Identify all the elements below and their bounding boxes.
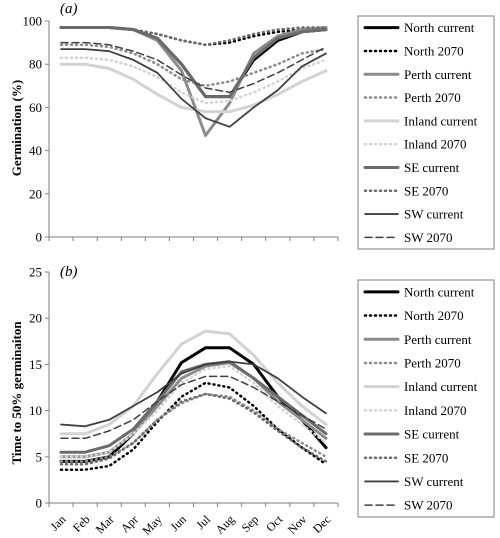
- legend-box: [357, 15, 495, 250]
- panel-a-axes: 0 20 40 60 80 100: [23, 14, 339, 245]
- legend-label: SE 2070: [404, 183, 448, 198]
- series-line-sw-2070: [60, 375, 327, 440]
- series-line-sw-current: [60, 360, 327, 428]
- legend-label: North current: [404, 284, 475, 299]
- legend-item: SW current: [364, 207, 464, 222]
- legend-label: Perth current: [404, 67, 472, 82]
- legend-item: Inland current: [363, 379, 478, 394]
- y-tick-label: 0: [36, 496, 43, 511]
- panel-a-legend: North current North 2070 Perth current Pert…: [357, 15, 495, 250]
- legend-item: Inland current: [363, 113, 478, 128]
- legend-label: Inland 2070: [404, 137, 466, 152]
- legend-item: SE 2070: [363, 450, 448, 465]
- legend-label: SE 2070: [404, 450, 448, 465]
- legend-box: [357, 279, 495, 518]
- legend-item: North 2070: [363, 43, 464, 58]
- series-line-se-2070: [59, 26, 328, 47]
- panel-a-label: (a): [60, 1, 78, 17]
- y-tick-label: 40: [29, 143, 42, 158]
- y-tick-label: 0: [36, 230, 43, 245]
- series-line-perth-current: [59, 361, 328, 459]
- panel-a-ylabel: Germination (%): [9, 80, 24, 176]
- x-tick-label: Mar: [93, 512, 117, 536]
- y-tick-label: 80: [29, 57, 42, 72]
- series-line-sw-current: [60, 48, 327, 128]
- legend-item: SE current: [363, 160, 460, 175]
- legend-label: SW current: [404, 474, 464, 489]
- panel-b-ylabel: Time to 50% germinaiton: [9, 321, 24, 465]
- panel-a-chart: Germination (%) (a) 0 20 40 60 80 100 North c…: [9, 1, 495, 250]
- x-tick-label: Jul: [193, 512, 213, 532]
- legend-item: SE current: [363, 427, 460, 442]
- legend-label: North 2070: [404, 308, 464, 323]
- series-line-north-current: [59, 26, 328, 99]
- y-tick-label: 100: [23, 14, 43, 29]
- legend-item: Inland 2070: [363, 403, 466, 418]
- legend-item: SW 2070: [364, 230, 453, 245]
- legend-label: SW current: [404, 207, 464, 222]
- legend-label: Inland 2070: [404, 403, 466, 418]
- x-tick-label: Sep: [239, 512, 262, 535]
- x-tick-label: Oct: [263, 512, 286, 535]
- x-tick-label: Dec: [310, 512, 334, 536]
- x-tick-label: Jun: [167, 512, 189, 534]
- x-tick-label: Nov: [285, 512, 310, 537]
- legend-item: Perth 2070: [363, 355, 461, 370]
- legend-item: Perth 2070: [363, 90, 461, 105]
- legend-label: Inland current: [404, 379, 478, 394]
- panel-b-chart: Time to 50% germinaiton (b) 0 5 10 15 20 25 Ja…: [9, 264, 495, 538]
- y-tick-label: 20: [29, 186, 42, 201]
- panel-a-series-lines: [59, 26, 328, 137]
- legend-label: Perth 2070: [404, 355, 461, 370]
- x-tick-label: Aug: [213, 512, 238, 537]
- legend-label: SW 2070: [404, 498, 453, 513]
- panel-b-series-lines: [59, 329, 328, 471]
- panel-b-label: (b): [60, 264, 78, 280]
- legend-item: North current: [363, 284, 475, 299]
- x-tick-label: Jan: [47, 512, 68, 533]
- panel-b-legend: North current North 2070 Perth current Pert…: [357, 279, 495, 518]
- x-tick-label: Apr: [118, 512, 141, 535]
- legend-item: North 2070: [363, 308, 464, 323]
- legend-item: North current: [363, 20, 475, 35]
- legend-item: SW 2070: [364, 498, 453, 513]
- y-tick-label: 10: [29, 403, 42, 418]
- legend-label: Perth current: [404, 332, 472, 347]
- legend-label: SW 2070: [404, 230, 453, 245]
- series-line-inland-2070: [59, 56, 328, 105]
- legend-item: SW current: [364, 474, 464, 489]
- legend-label: North 2070: [404, 43, 464, 58]
- y-tick-label: 25: [29, 265, 42, 280]
- legend-label: Inland current: [404, 113, 478, 128]
- series-line-inland-current: [59, 329, 328, 436]
- series-line-inland-2070: [59, 364, 328, 459]
- series-line-perth-2070: [59, 392, 328, 463]
- legend-label: SE current: [404, 427, 460, 442]
- legend-label: North current: [404, 20, 475, 35]
- legend-item: Perth current: [363, 67, 472, 82]
- legend-item: Perth current: [363, 332, 472, 347]
- y-tick-label: 60: [29, 100, 42, 115]
- x-tick-label: May: [139, 512, 164, 537]
- y-tick-label: 20: [29, 311, 42, 326]
- x-tick-label: Feb: [70, 512, 93, 535]
- series-line-north-2070: [59, 381, 328, 471]
- legend-label: Perth 2070: [404, 90, 461, 105]
- series-line-se-2070: [59, 392, 328, 466]
- series-line-sw-2070: [60, 41, 327, 94]
- y-tick-label: 5: [36, 449, 43, 464]
- y-tick-label: 15: [29, 357, 42, 372]
- legend-item: SE 2070: [363, 183, 448, 198]
- legend-label: SE current: [404, 160, 460, 175]
- legend-item: Inland 2070: [363, 137, 466, 152]
